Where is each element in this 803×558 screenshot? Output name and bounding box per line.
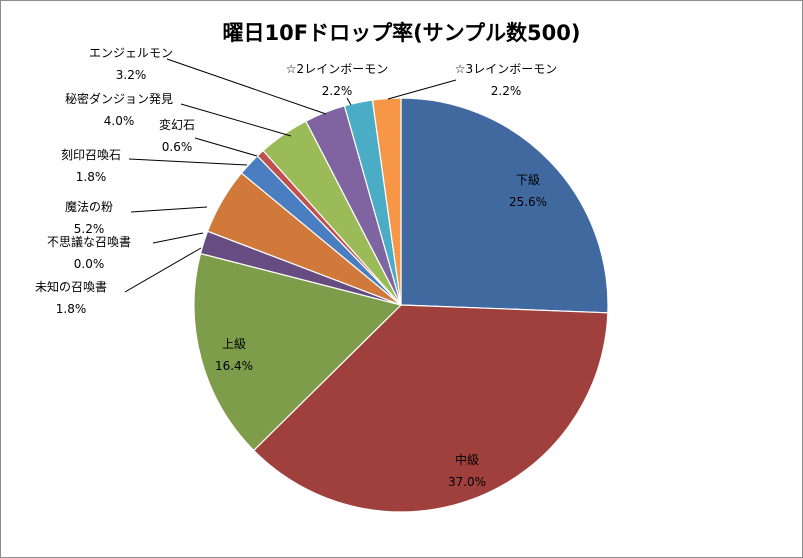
- leader-line-5: [130, 206, 208, 213]
- slice-name-label-0: 下級: [516, 173, 540, 187]
- slice-value-label-6: 1.8%: [76, 170, 107, 184]
- leader-line-8: [180, 103, 292, 137]
- slice-name-label-2: 上級: [222, 337, 246, 351]
- slice-value-label-5: 5.2%: [74, 222, 105, 236]
- slice-name-label-3: 未知の召喚書: [35, 280, 107, 294]
- leader-line-4: [152, 232, 204, 244]
- chart-title: 曜日10Fドロップ率(サンプル数500): [222, 21, 581, 45]
- slice-name-label-4: 不思議な召喚書: [47, 235, 131, 249]
- slice-name-label-11: ☆3レインボーモン: [455, 62, 557, 76]
- slice-11: [371, 97, 402, 306]
- slice-value-label-3: 1.8%: [56, 302, 87, 316]
- slice-name-label-5: 魔法の粉: [65, 199, 113, 214]
- slice-value-label-1: 37.0%: [448, 475, 486, 489]
- leader-line-6: [128, 158, 248, 166]
- slice-name-label-9: エンジェルモン: [89, 46, 173, 60]
- slice-value-label-11: 2.2%: [491, 84, 522, 98]
- leader-line-9: [166, 58, 327, 115]
- slice-name-label-6: 刻印召喚石: [61, 148, 121, 162]
- slice-name-label-10: ☆2レインボーモン: [286, 62, 388, 76]
- slice-value-label-7: 0.6%: [162, 140, 193, 154]
- leader-line-11: [387, 79, 457, 100]
- slice-name-label-7: 変幻石: [159, 117, 195, 132]
- slice-value-label-10: 2.2%: [322, 84, 353, 98]
- slice-value-label-2: 16.4%: [215, 359, 253, 373]
- slice-value-label-8: 4.0%: [104, 114, 135, 128]
- slice-0: [400, 97, 609, 314]
- slice-name-label-8: 秘密ダンジョン発見: [65, 91, 173, 106]
- slice-value-label-0: 25.6%: [509, 195, 547, 209]
- leader-line-3: [124, 247, 202, 293]
- slice-1: [252, 304, 609, 513]
- leader-line-10: [346, 97, 352, 106]
- slice-name-label-1: 中級: [455, 452, 479, 467]
- slice-2: [193, 252, 403, 452]
- leader-line-7: [194, 137, 258, 157]
- slice-value-label-9: 3.2%: [116, 68, 147, 82]
- slice-value-label-4: 0.0%: [74, 257, 105, 271]
